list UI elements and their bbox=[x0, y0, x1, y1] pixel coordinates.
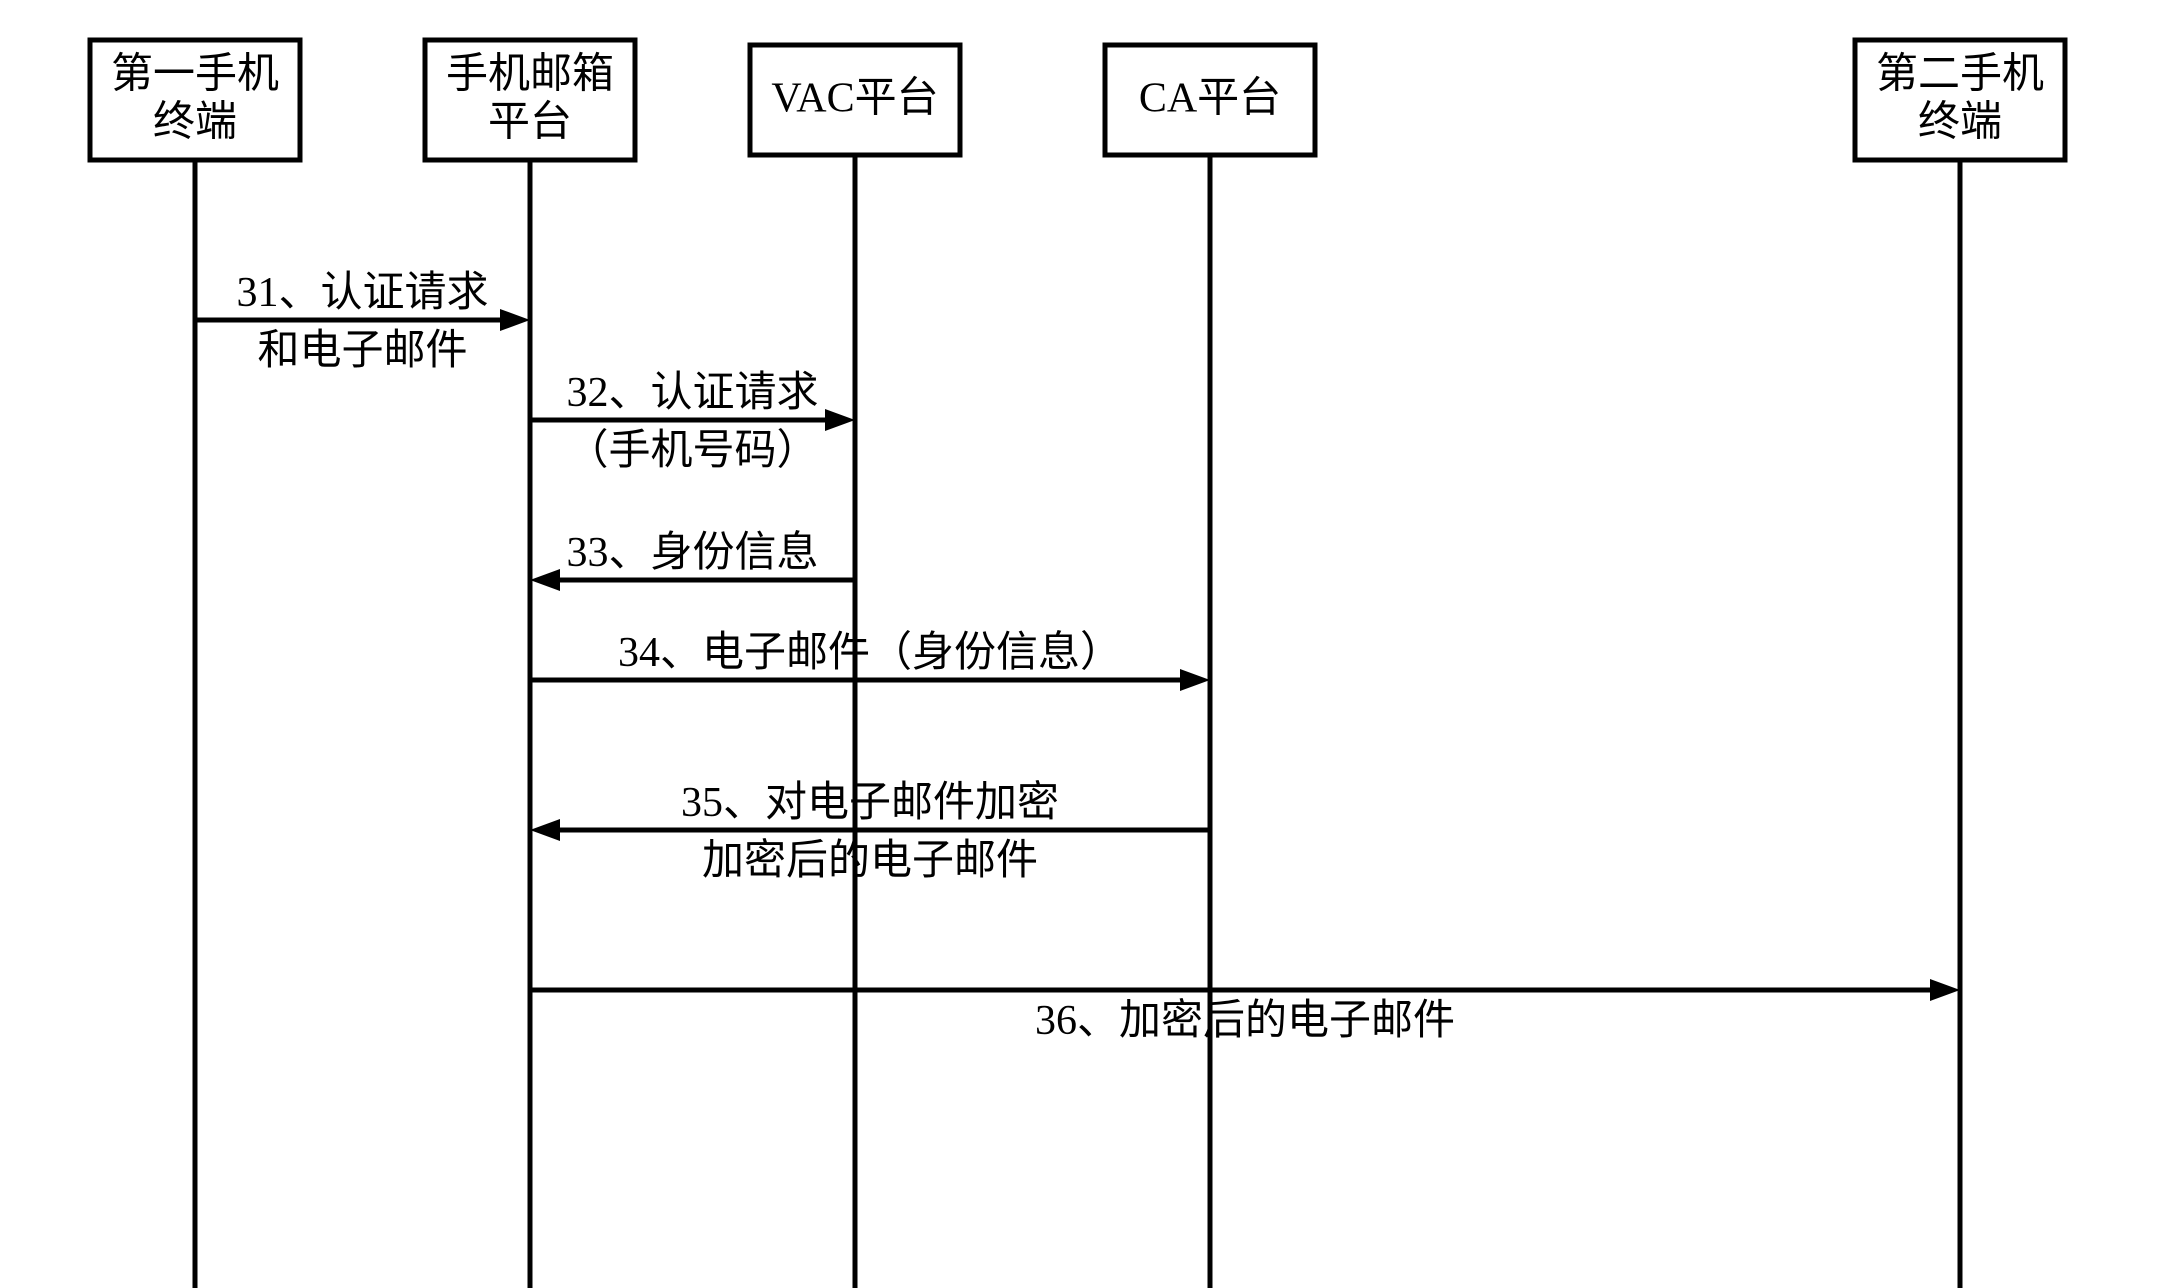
message-m32: 32、认证请求 （手机号码） bbox=[530, 370, 855, 474]
message-m36: 36、加密后的电子邮件 bbox=[530, 979, 1960, 1044]
messages-layer: 31、认证请求和电子邮件 32、认证请求 （手机号码） 33、身份信息 34、电子邮件（… bbox=[195, 270, 1960, 1044]
arrowhead-icon bbox=[825, 409, 855, 431]
participant-label: 终端 bbox=[1918, 100, 2002, 146]
participant-label: CA平台 bbox=[1139, 76, 1281, 122]
participant-p1: 第一手机终端 bbox=[90, 40, 300, 160]
message-label-above: 32、认证请求 bbox=[566, 370, 818, 416]
message-label-above: 34、电子邮件（身份信息） bbox=[618, 629, 1122, 676]
message-label-below: （手机号码） bbox=[566, 428, 818, 474]
arrowhead-icon bbox=[1930, 979, 1960, 1001]
message-label-below: 加密后的电子邮件 bbox=[702, 837, 1038, 884]
lifelines-layer bbox=[195, 155, 1960, 1288]
participant-p2: 手机邮箱平台 bbox=[425, 40, 635, 160]
message-m34: 34、电子邮件（身份信息） bbox=[530, 629, 1210, 691]
participant-label: 第二手机 bbox=[1876, 51, 2044, 97]
message-label-below: 和电子邮件 bbox=[257, 328, 467, 374]
message-label-above: 35、对电子邮件加密 bbox=[681, 779, 1059, 826]
arrowhead-icon bbox=[500, 309, 530, 331]
message-label-above: 33、身份信息 bbox=[566, 529, 818, 576]
arrowhead-icon bbox=[530, 819, 560, 841]
message-m31: 31、认证请求和电子邮件 bbox=[195, 270, 530, 374]
arrowhead-icon bbox=[530, 569, 560, 591]
participant-p3: VAC平台 bbox=[750, 45, 960, 155]
participant-p5: 第二手机终端 bbox=[1855, 40, 2065, 160]
participant-p4: CA平台 bbox=[1105, 45, 1315, 155]
sequence-diagram: 第一手机终端手机邮箱平台VAC平台CA平台第二手机终端 31、认证请求和电子邮件… bbox=[0, 0, 2164, 1288]
message-label-above: 31、认证请求 bbox=[236, 270, 488, 316]
participant-label: VAC平台 bbox=[771, 76, 938, 122]
participant-label: 第一手机 bbox=[111, 51, 279, 97]
participants-layer: 第一手机终端手机邮箱平台VAC平台CA平台第二手机终端 bbox=[90, 40, 2065, 160]
participant-label: 手机邮箱 bbox=[446, 51, 614, 97]
participant-label: 平台 bbox=[488, 100, 572, 146]
participant-label: 终端 bbox=[153, 100, 237, 146]
message-m35: 35、对电子邮件加密加密后的电子邮件 bbox=[530, 779, 1210, 884]
arrowhead-icon bbox=[1180, 669, 1210, 691]
message-label-below: 36、加密后的电子邮件 bbox=[1035, 997, 1455, 1044]
message-m33: 33、身份信息 bbox=[530, 529, 855, 591]
